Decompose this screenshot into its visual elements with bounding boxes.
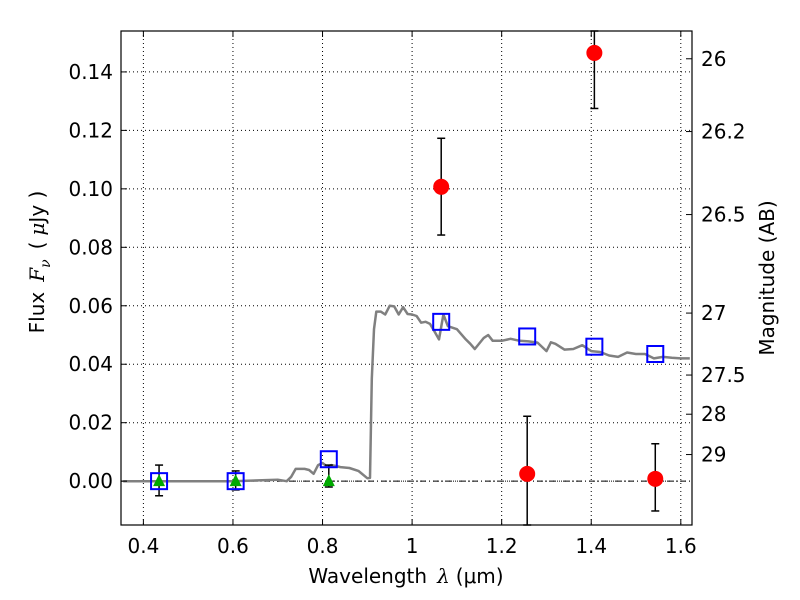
model-photometry-square	[432, 312, 451, 331]
y2-tick-label: 26	[701, 47, 726, 71]
observed-flux-point	[433, 178, 450, 195]
y-axis-label: Flux Fν ( μJy )	[25, 191, 54, 334]
y2-tick-label: 28	[701, 402, 726, 426]
model-photometry-square	[518, 327, 537, 346]
y-tick-label: 0.06	[68, 294, 113, 318]
x-tick-label: 0.8	[307, 534, 339, 558]
tick-labels: 0.4 0.6 0.8 1 1.2 1.4 1.6 0.00 0.02 0.04 0.06 0.08 0…	[68, 47, 745, 558]
limit-triangle-marker	[229, 474, 242, 487]
x-tick-label: 1	[406, 534, 419, 558]
x-axis-label-unit: (μm)	[456, 564, 504, 588]
model-spectrum-line	[123, 304, 690, 483]
x-axis-label-text: Wavelength	[308, 564, 427, 588]
y-axis-label-symbol: F	[25, 267, 49, 283]
axes-frame	[120, 30, 693, 526]
y-tick-label: 0.12	[68, 118, 113, 142]
y-tick-label: 0.02	[68, 411, 113, 435]
model-photometry-square	[226, 472, 245, 491]
grid-lines	[121, 31, 692, 525]
y-tick-label: 0.00	[68, 469, 113, 493]
right-axis-label: Magnitude (AB)	[755, 200, 779, 355]
limit-triangle-marker	[322, 474, 335, 487]
y-axis-label-unit-open: (	[25, 242, 49, 250]
y-tick-label: 0.14	[68, 60, 113, 84]
observed-flux-point	[519, 465, 536, 482]
observed-flux-point	[586, 44, 603, 61]
model-photometry-square	[150, 472, 169, 491]
y-axis-label-unit-mu: μ	[25, 223, 49, 236]
x-axis-label: Wavelength λ (μm)	[308, 564, 503, 588]
y2-tick-label: 27.5	[701, 363, 746, 387]
y-tick-label: 0.08	[68, 235, 113, 259]
y-tick-label: 0.04	[68, 352, 113, 376]
x-tick-label: 0.4	[127, 534, 159, 558]
markers-layer	[150, 44, 665, 491]
model-spectrum-layer	[123, 304, 690, 483]
y-tick-label: 0.10	[68, 177, 113, 201]
limit-triangle-marker	[153, 474, 166, 487]
model-photometry-square	[646, 345, 665, 363]
x-tick-label: 1.6	[665, 534, 697, 558]
y-axis-label-subscript: ν	[38, 259, 54, 268]
x-tick-label: 0.6	[217, 534, 249, 558]
y-axis-label-unit-rest: Jy )	[25, 191, 49, 225]
observed-flux-point	[647, 470, 664, 487]
y2-tick-label: 29	[701, 443, 726, 467]
model-photometry-square	[319, 450, 338, 469]
x-tick-label: 1.2	[486, 534, 518, 558]
error-bars-layer	[155, 30, 660, 526]
y2-tick-label: 26.5	[701, 203, 746, 227]
x-tick-label: 1.4	[575, 534, 607, 558]
y2-tick-label: 26.2	[701, 120, 746, 144]
model-photometry-square	[585, 337, 604, 356]
y2-tick-label: 27	[701, 301, 726, 325]
x-axis-label-symbol: λ	[436, 564, 450, 588]
plot-frame	[120, 30, 693, 526]
y-axis-label-text: Flux	[25, 292, 49, 334]
